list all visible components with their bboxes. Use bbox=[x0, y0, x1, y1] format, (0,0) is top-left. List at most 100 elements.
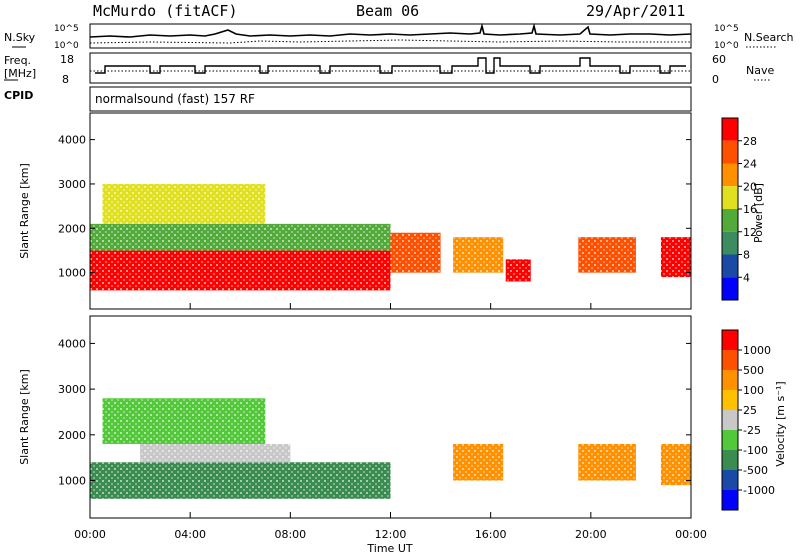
power-colorbar-tick-label-0: 4 bbox=[743, 271, 750, 284]
power-ytick-label-1: 2000 bbox=[58, 222, 86, 235]
velocity-colorbar-label: Velocity [m s⁻¹] bbox=[774, 381, 787, 466]
power-region-texture-2 bbox=[102, 183, 266, 224]
xtick-label-2: 08:00 bbox=[274, 528, 306, 541]
power-colorbar-tick-label-3: 16 bbox=[743, 203, 757, 216]
power-colorbar-swatch-7 bbox=[722, 277, 738, 300]
xtick-label-4: 16:00 bbox=[475, 528, 507, 541]
power-colorbar-swatch-0 bbox=[722, 118, 738, 141]
nsky-tick-lo: 10^0 bbox=[54, 41, 79, 51]
power-colorbar-swatch-2 bbox=[722, 163, 738, 187]
beam-title: Beam 06 bbox=[356, 2, 420, 20]
cpid-text: normalsound (fast) 157 RF bbox=[95, 92, 255, 106]
power-colorbar-tick-label-6: 28 bbox=[743, 135, 757, 148]
vel-colorbar-tick-label-2: 100 bbox=[743, 384, 764, 397]
vel-colorbar-tick-label-4: -25 bbox=[743, 424, 761, 437]
vel-colorbar-swatch-1 bbox=[722, 350, 738, 370]
velocity-xticks: 00:00 04:00 08:00 12:00 16:00 20:00 00:00 bbox=[74, 303, 707, 541]
power-panel: 1000 2000 3000 4000 Slant Range [km] 4 8 12 16… bbox=[18, 112, 765, 310]
power-region-texture-1 bbox=[90, 223, 391, 251]
power-region-texture-3 bbox=[390, 232, 441, 273]
vel-colorbar-swatch-0 bbox=[722, 330, 738, 350]
vel-region-texture-3 bbox=[453, 443, 504, 481]
cpid-label: CPID bbox=[4, 89, 34, 102]
station-title: McMurdo (fitACF) bbox=[93, 2, 238, 20]
vel-colorbar-swatch-3 bbox=[722, 390, 738, 410]
freq-trace bbox=[95, 57, 686, 74]
velocity-xlabel: Time UT bbox=[366, 542, 412, 554]
vel-colorbar-swatch-4 bbox=[722, 410, 738, 430]
vel-colorbar-swatch-6 bbox=[722, 450, 738, 470]
power-region-texture-5 bbox=[505, 259, 531, 282]
power-colorbar-tick-label-5: 24 bbox=[743, 158, 757, 171]
vel-ytick-label-2: 3000 bbox=[58, 383, 86, 396]
power-colorbar-tick-label-4: 20 bbox=[743, 180, 757, 193]
power-yticks: 1000 2000 3000 4000 bbox=[58, 134, 691, 280]
vel-colorbar-tick-label-0: 1000 bbox=[743, 344, 771, 357]
vel-ytick-label-0: 1000 bbox=[58, 475, 86, 488]
power-colorbar-swatch-4 bbox=[722, 209, 738, 232]
vel-colorbar-swatch-8 bbox=[722, 490, 738, 510]
xtick-label-3: 12:00 bbox=[375, 528, 407, 541]
nsearch-trace bbox=[89, 39, 691, 44]
nsky-trace bbox=[89, 22, 692, 38]
xtick-label-6: 00:00 bbox=[675, 528, 707, 541]
vel-region-texture-0 bbox=[90, 462, 391, 499]
xtick-label-1: 04:00 bbox=[174, 528, 206, 541]
vel-colorbar-tick-label-1: 500 bbox=[743, 364, 764, 377]
vel-colorbar-tick-label-6: -500 bbox=[743, 464, 768, 477]
vel-colorbar-tick-label-7: -1000 bbox=[743, 484, 775, 497]
power-colorbar-label: Power [dB] bbox=[752, 183, 765, 243]
vel-region-texture-1 bbox=[140, 443, 291, 463]
velocity-panel: 1000 2000 3000 4000 Slant Range [km] 1000 50… bbox=[18, 303, 787, 554]
vel-region-texture-2 bbox=[102, 398, 266, 444]
vel-colorbar-swatch-7 bbox=[722, 470, 738, 490]
power-regions bbox=[90, 183, 691, 291]
nave-tick-hi: 60 bbox=[712, 53, 726, 66]
nave-tick-lo: 0 bbox=[712, 73, 719, 86]
power-region-texture-7 bbox=[660, 237, 691, 278]
power-ytick-label-2: 3000 bbox=[58, 178, 86, 191]
noise-panel-frame bbox=[89, 23, 692, 49]
vel-colorbar-swatch-2 bbox=[722, 370, 738, 390]
freq-label-1: Freq. bbox=[4, 54, 32, 67]
nsearch-tick-hi: 10^5 bbox=[714, 24, 739, 34]
power-region-texture-6 bbox=[578, 237, 636, 273]
power-colorbar-swatch-1 bbox=[722, 140, 738, 164]
vel-colorbar-frame bbox=[721, 329, 739, 511]
freq-tick-hi: 18 bbox=[60, 53, 74, 66]
power-colorbar: 4 8 12 16 20 24 28 bbox=[721, 117, 757, 301]
cpid-panel-frame bbox=[89, 86, 692, 112]
freq-panel: 18 8 60 0 bbox=[4, 52, 770, 86]
freq-label-2: [MHz] bbox=[4, 67, 37, 80]
power-colorbar-swatch-6 bbox=[722, 254, 738, 278]
power-colorbar-swatch-3 bbox=[722, 186, 738, 209]
xtick-label-0: 00:00 bbox=[74, 528, 106, 541]
vel-colorbar-tick-label-3: 25 bbox=[743, 404, 757, 417]
date-title: 29/Apr/2011 bbox=[586, 2, 686, 20]
nsearch-label: N.Search bbox=[744, 31, 794, 44]
velocity-colorbar: 1000 500 100 25 -25 -100 -500 -1000 bbox=[721, 329, 775, 511]
velocity-regions bbox=[90, 398, 691, 499]
power-ytick-label-0: 1000 bbox=[58, 267, 86, 280]
xtick-label-5: 20:00 bbox=[575, 528, 607, 541]
power-colorbar-swatch-5 bbox=[722, 231, 738, 255]
power-colorbar-tick-label-2: 12 bbox=[743, 226, 757, 239]
freq-tick-lo: 8 bbox=[62, 73, 69, 86]
velocity-ylabel: Slant Range [km] bbox=[18, 369, 31, 465]
nave-label: Nave bbox=[746, 64, 775, 77]
nsky-tick-hi: 10^5 bbox=[54, 24, 79, 34]
power-ytick-label-3: 4000 bbox=[58, 134, 86, 147]
power-region-texture-0 bbox=[90, 250, 391, 291]
power-region-texture-4 bbox=[453, 237, 504, 273]
velocity-yticks: 1000 2000 3000 4000 bbox=[58, 337, 691, 488]
power-colorbar-tick-label-1: 8 bbox=[743, 249, 750, 262]
vel-ytick-label-3: 4000 bbox=[58, 337, 86, 350]
vel-region-texture-4 bbox=[578, 443, 636, 481]
vel-ytick-label-1: 2000 bbox=[58, 429, 86, 442]
nsearch-tick-lo: 10^0 bbox=[714, 41, 739, 51]
nsky-label: N.Sky bbox=[4, 31, 36, 44]
vel-region-texture-5 bbox=[660, 443, 691, 486]
noise-panel: 10^5 10^0 10^5 10^0 bbox=[12, 22, 776, 51]
vel-colorbar-swatch-5 bbox=[722, 430, 738, 450]
